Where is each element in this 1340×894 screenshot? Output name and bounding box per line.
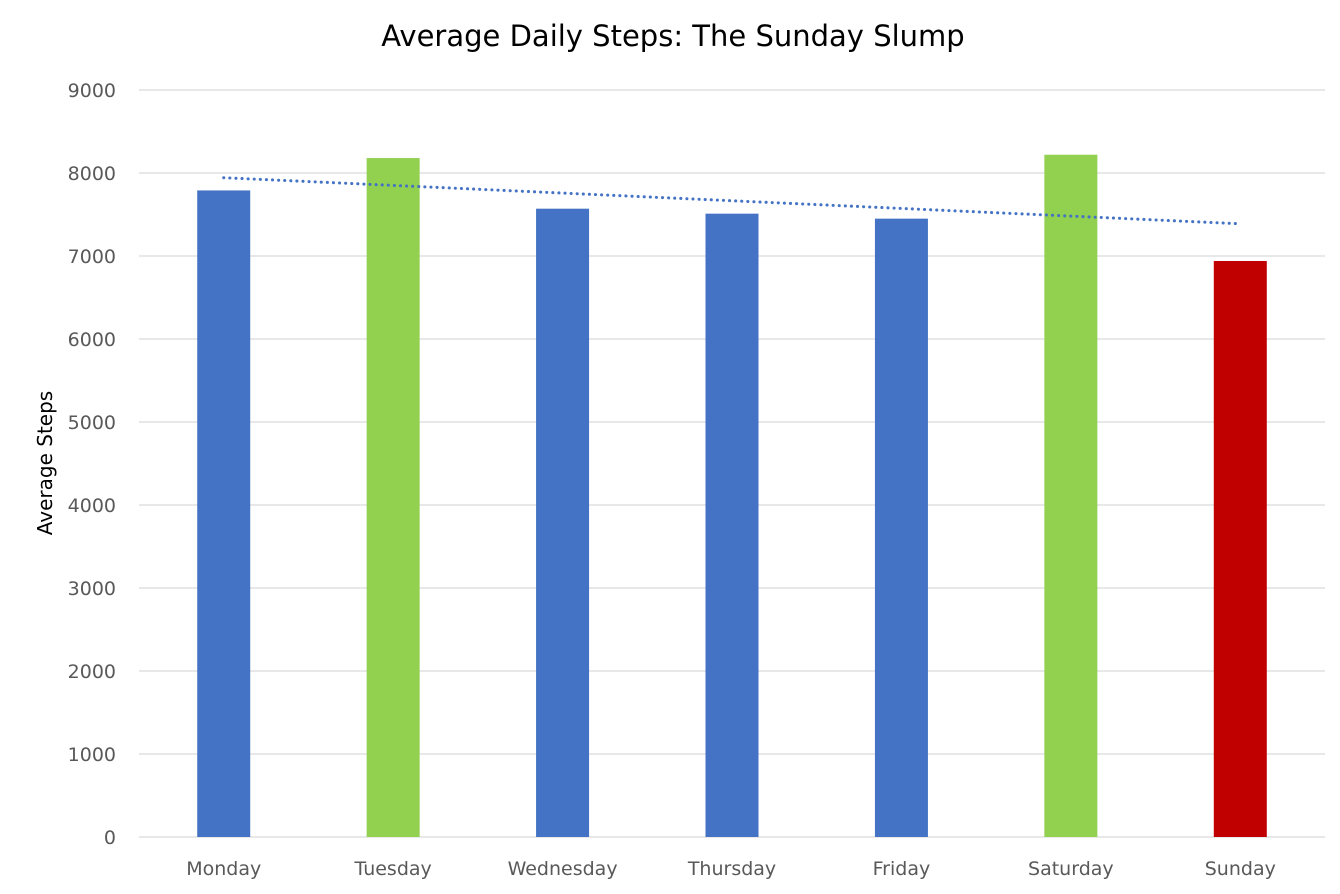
x-tick-label: Saturday — [1028, 858, 1114, 880]
y-tick-label: 4000 — [68, 495, 116, 517]
bar-friday — [874, 218, 928, 837]
y-tick-label: 3000 — [68, 578, 116, 600]
x-axis-ticks: Monday Tuesday Wednesday Thursday Friday Satu… — [186, 858, 1276, 880]
bar-sunday — [1213, 260, 1267, 838]
chart-title: Average Daily Steps: The Sunday Slump — [381, 19, 964, 53]
bar-thursday — [705, 213, 759, 838]
x-tick-label: Thursday — [687, 858, 776, 880]
bar-wednesday — [536, 208, 590, 837]
x-tick-label: Wednesday — [508, 858, 618, 880]
y-tick-label: 6000 — [68, 329, 116, 351]
trendline-layer — [222, 176, 1242, 226]
trendline — [222, 176, 1242, 226]
bar-tuesday — [366, 158, 420, 837]
y-tick-label: 8000 — [68, 163, 116, 185]
bars — [197, 154, 1267, 838]
x-tick-label: Tuesday — [353, 858, 431, 880]
bar-saturday — [1044, 154, 1098, 838]
y-tick-label: 1000 — [68, 744, 116, 766]
y-tick-label: 5000 — [68, 412, 116, 434]
y-tick-label: 9000 — [68, 80, 116, 102]
y-tick-label: 7000 — [68, 246, 116, 268]
y-axis-label: Average Steps — [33, 391, 57, 535]
y-axis-ticks: 0 1000 2000 3000 4000 5000 6000 7000 8000 9000 — [68, 80, 116, 849]
bar-monday — [197, 190, 251, 837]
x-tick-label: Sunday — [1205, 858, 1276, 880]
x-tick-label: Monday — [186, 858, 261, 880]
y-tick-label: 2000 — [68, 661, 116, 683]
y-tick-label: 0 — [104, 827, 116, 849]
x-tick-label: Friday — [873, 858, 931, 880]
